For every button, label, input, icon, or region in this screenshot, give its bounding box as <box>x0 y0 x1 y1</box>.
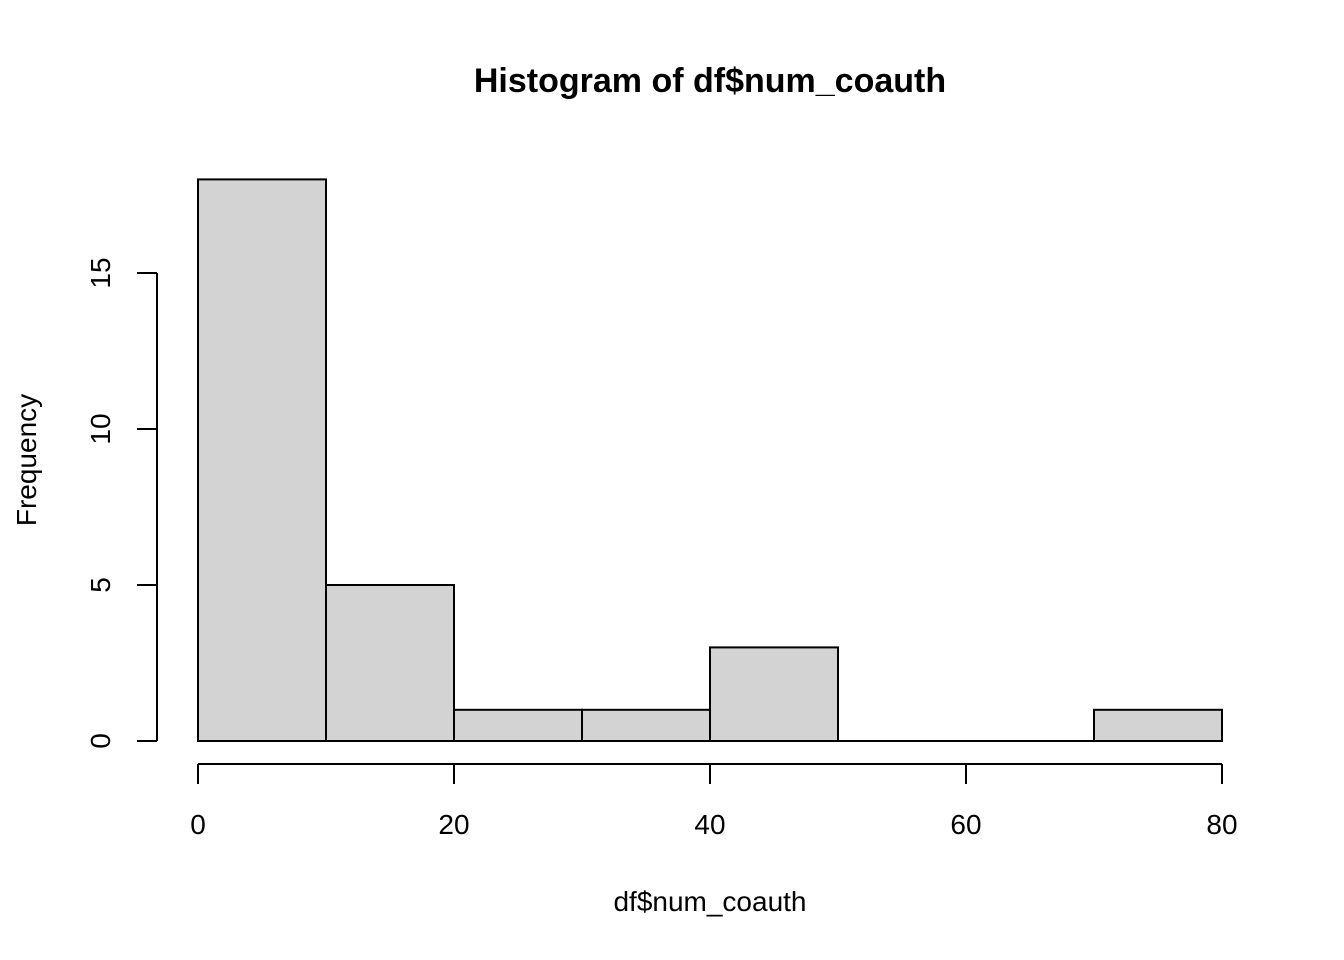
histogram-bar-2 <box>453 708 583 742</box>
y-tick-label: 5 <box>85 577 116 593</box>
x-tick-label: 60 <box>950 809 981 840</box>
histogram-bar-4 <box>709 646 839 743</box>
y-axis-label: Frequency <box>11 394 42 526</box>
x-tick-label: 0 <box>190 809 206 840</box>
histogram-bar-0 <box>197 178 327 742</box>
histogram-bar-7 <box>1093 708 1223 742</box>
histogram-bar-1 <box>325 584 455 742</box>
x-axis: 0 20 40 60 80 <box>190 763 1238 840</box>
y-tick-label: 10 <box>85 413 116 444</box>
x-tick-label: 20 <box>438 809 469 840</box>
y-axis: 0 5 10 15 <box>85 257 158 749</box>
y-tick-label: 15 <box>85 257 116 288</box>
histogram-bar-3 <box>581 708 711 742</box>
x-axis-label: df$num_coauth <box>613 886 806 917</box>
x-tick-label: 80 <box>1206 809 1237 840</box>
y-tick-label: 0 <box>85 733 116 749</box>
chart-title: Histogram of df$num_coauth <box>474 62 946 100</box>
bars <box>197 178 1223 743</box>
x-tick-label: 40 <box>694 809 725 840</box>
